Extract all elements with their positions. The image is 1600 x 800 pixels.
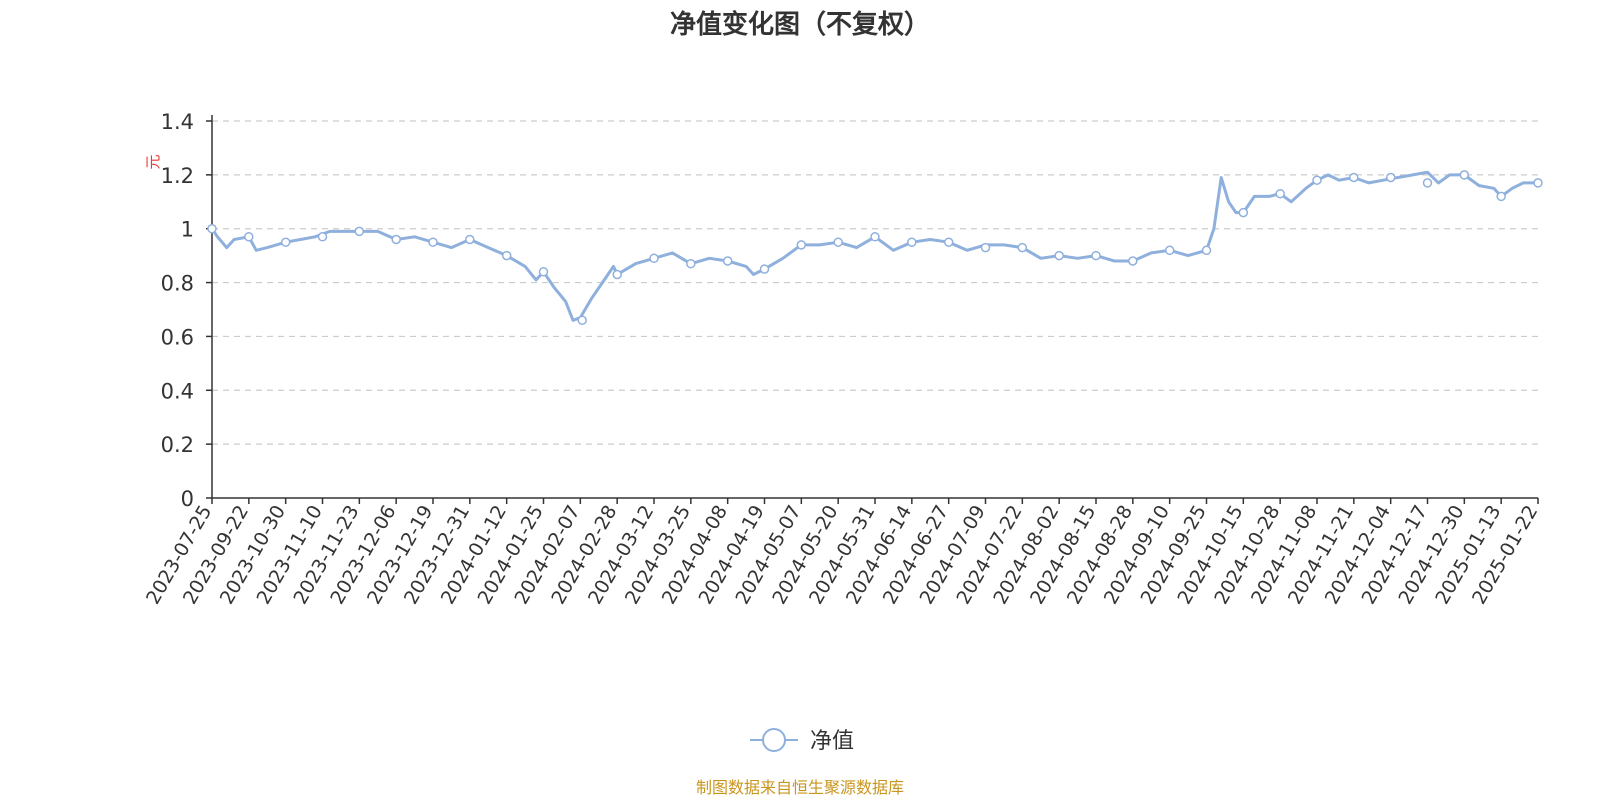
y-tick-label: 1.4	[161, 110, 194, 134]
data-point-marker	[577, 315, 587, 326]
data-point-marker	[391, 234, 401, 245]
data-point-marker	[465, 234, 475, 245]
data-point-marker	[649, 253, 659, 264]
data-point-marker	[1422, 178, 1433, 188]
data-point-marker	[759, 264, 770, 274]
legend-marker-icon	[762, 728, 786, 752]
data-point-marker	[1238, 207, 1249, 218]
data-point-marker	[1349, 172, 1359, 183]
data-point-marker	[870, 232, 880, 242]
data-point-marker	[428, 237, 438, 247]
data-point-marker	[907, 237, 917, 247]
y-tick-label: 1	[181, 218, 194, 242]
series-group	[207, 170, 1543, 326]
data-point-marker	[1385, 172, 1396, 183]
data-point-marker	[1275, 188, 1285, 199]
data-point-marker	[833, 237, 843, 247]
data-point-marker	[538, 267, 549, 277]
data-point-marker	[501, 250, 512, 261]
data-point-marker	[1459, 170, 1470, 180]
data-point-marker	[722, 256, 733, 266]
y-tick-label: 0.4	[161, 379, 194, 403]
data-point-marker	[943, 237, 954, 247]
y-tick-label: 0.8	[161, 272, 194, 296]
data-point-marker	[686, 258, 696, 269]
data-point-marker	[1128, 256, 1138, 266]
series-line	[210, 170, 1538, 322]
data-point-marker	[980, 242, 991, 253]
data-point-marker	[1017, 242, 1028, 253]
x-axis-ticks: 2023-07-252023-09-222023-10-302023-11-10…	[142, 498, 1542, 608]
data-point-marker	[207, 223, 217, 234]
data-point-marker	[244, 232, 254, 242]
y-tick-label: 1.2	[161, 164, 194, 188]
chart-title: 净值变化图（不复权）	[670, 9, 930, 40]
data-point-marker	[317, 232, 328, 242]
data-point-marker	[280, 237, 291, 247]
data-point-marker	[1054, 250, 1064, 261]
legend-label: 净值	[810, 729, 854, 754]
data-point-marker	[1496, 191, 1506, 202]
data-point-marker	[612, 269, 622, 280]
data-point-marker	[1201, 245, 1212, 256]
gridlines	[212, 120, 1538, 445]
data-point-marker	[1312, 175, 1322, 185]
data-point-marker	[1164, 245, 1175, 256]
data-point-marker	[354, 226, 365, 237]
y-tick-label: 0.6	[161, 325, 194, 349]
y-tick-label: 0	[181, 487, 194, 511]
data-point-marker	[1091, 250, 1101, 261]
data-point-marker	[1533, 178, 1543, 188]
y-tick-label: 0.2	[161, 433, 194, 457]
data-source-note: 制图数据来自恒生聚源数据库	[696, 778, 904, 797]
axes	[211, 115, 1538, 499]
y-axis-unit-label: 元	[144, 154, 162, 169]
legend[interactable]: 净值	[750, 728, 854, 754]
y-axis-ticks: 0 0.2 0.4 0.6 0.8 1 1.2 1.4	[161, 110, 212, 511]
data-point-marker	[796, 240, 807, 250]
